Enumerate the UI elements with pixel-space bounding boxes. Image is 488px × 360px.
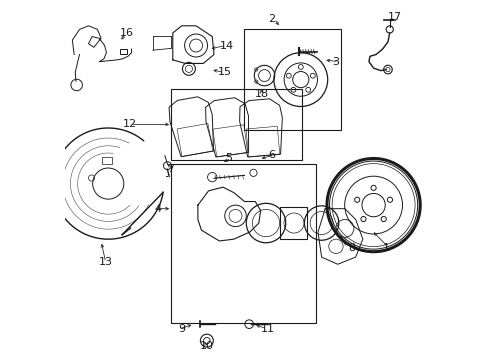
Text: 6: 6 [267,150,274,160]
Bar [244,30,341,130]
Text: 13: 13 [99,257,113,267]
Text: 16: 16 [120,28,133,38]
Text: 18: 18 [255,89,269,99]
Text: 9: 9 [178,324,185,334]
Bar [171,89,301,160]
Text: 14: 14 [219,41,233,50]
Text: 17: 17 [387,12,401,22]
Text: 7: 7 [167,164,174,174]
Text: 3: 3 [332,57,339,67]
Bar [280,207,306,239]
Text: 15: 15 [217,67,231,77]
Text: 5: 5 [224,153,231,163]
Bar [120,49,126,54]
Text: 12: 12 [122,120,137,129]
Bar [171,164,316,323]
Text: 2: 2 [267,14,274,24]
Text: 11: 11 [260,324,274,334]
Text: 10: 10 [199,341,213,351]
Text: 1: 1 [382,243,389,253]
Text: 8: 8 [348,243,355,253]
Text: 4: 4 [155,204,162,214]
Bar [102,157,111,164]
